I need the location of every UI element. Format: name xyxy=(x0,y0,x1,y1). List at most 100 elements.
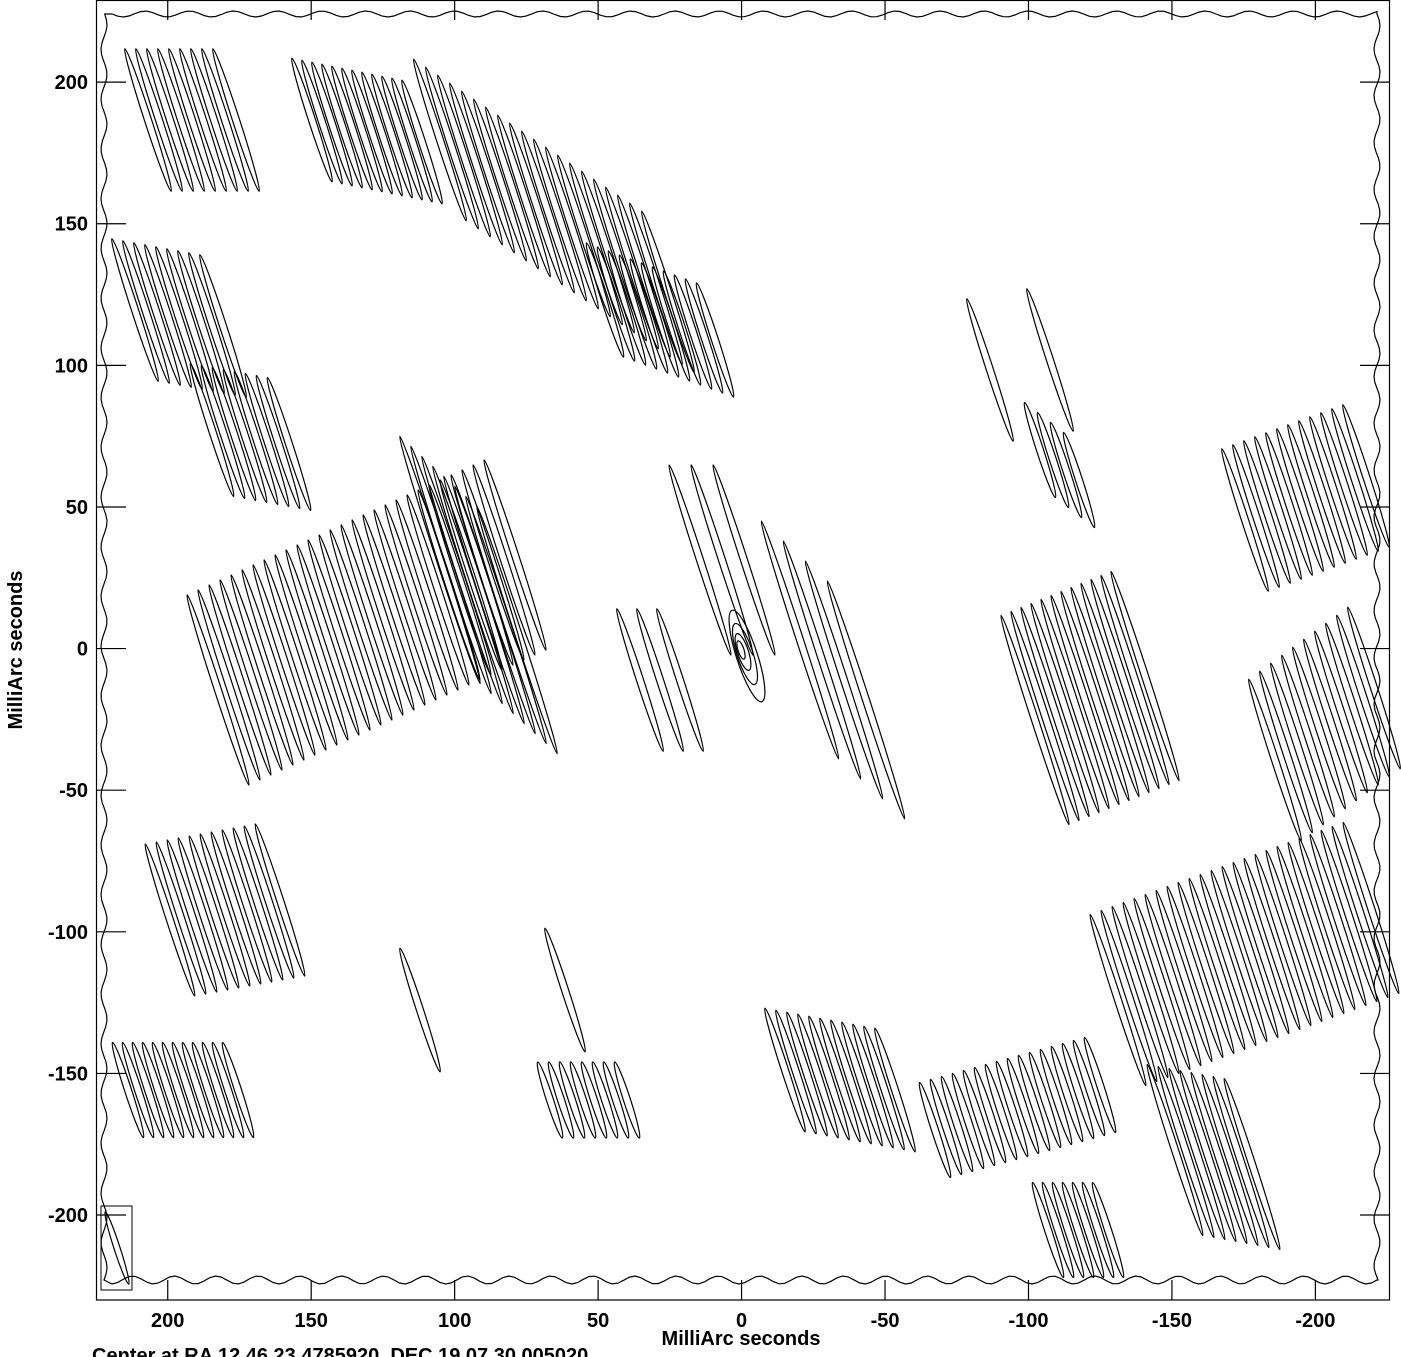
contour-line xyxy=(111,1041,145,1139)
contour-line xyxy=(1286,424,1336,568)
contour-line xyxy=(496,114,552,278)
contour-line xyxy=(244,372,290,508)
contour-line xyxy=(962,1069,996,1167)
contour-line xyxy=(121,240,171,384)
contour-line xyxy=(613,1061,641,1139)
contour-line xyxy=(362,514,426,706)
contour-line xyxy=(401,79,443,205)
contour-line xyxy=(1341,404,1391,548)
contour-line xyxy=(483,459,547,651)
contour-line xyxy=(615,608,665,752)
contour-line xyxy=(391,77,433,203)
contour-line xyxy=(1133,897,1191,1071)
contour-line xyxy=(155,841,207,995)
contour-line xyxy=(274,554,338,746)
contour-line xyxy=(361,71,403,197)
y-axis-label: MilliArc seconds xyxy=(5,571,27,730)
contour-line xyxy=(1247,678,1303,842)
contour-line xyxy=(591,1061,619,1139)
contour-line xyxy=(1221,865,1279,1039)
contour-line xyxy=(1111,905,1169,1079)
y-tick-label: 200 xyxy=(55,72,88,94)
contour-line xyxy=(381,75,423,201)
contour-line xyxy=(340,524,404,716)
contour-line xyxy=(797,1013,839,1139)
contour-line xyxy=(596,246,636,362)
contour-line xyxy=(1157,1065,1215,1239)
contour-line xyxy=(436,74,492,238)
contour-line xyxy=(569,1061,597,1139)
contour-line xyxy=(373,509,437,701)
contour-line xyxy=(134,48,184,192)
contour-line xyxy=(734,633,752,671)
contour-line xyxy=(461,469,525,661)
contour-line xyxy=(1242,440,1292,584)
contour-line xyxy=(198,254,248,398)
contour-line xyxy=(329,529,393,721)
y-tick-label: 100 xyxy=(55,355,88,377)
contour-line xyxy=(760,520,840,760)
contour-line xyxy=(629,258,669,374)
contour-line xyxy=(189,362,235,498)
contour-line xyxy=(1308,416,1358,560)
contour-line xyxy=(712,464,776,656)
contour-line xyxy=(121,1041,155,1139)
contour-line xyxy=(580,170,636,334)
contour-line xyxy=(1335,614,1391,778)
y-tick-label: 150 xyxy=(55,214,88,236)
contour-line xyxy=(695,282,735,398)
contour-line xyxy=(731,622,759,686)
contour-line xyxy=(210,831,262,985)
contour-line xyxy=(211,1041,245,1139)
contour-line xyxy=(460,90,516,254)
x-tick-label: -200 xyxy=(1295,1310,1335,1332)
contour-line xyxy=(1276,845,1334,1019)
contour-line xyxy=(221,1041,255,1139)
contour-line xyxy=(311,61,353,187)
contour-line xyxy=(132,242,182,386)
contour-line xyxy=(255,374,301,510)
contour-line xyxy=(1061,1042,1095,1140)
contour-line xyxy=(585,242,625,358)
contour-line xyxy=(775,1009,817,1135)
contour-line xyxy=(443,475,525,725)
contour-line xyxy=(151,1041,185,1139)
contour-line xyxy=(1177,881,1235,1055)
contour-line xyxy=(786,1011,828,1137)
contour-line xyxy=(1313,630,1369,794)
contour-line xyxy=(1071,1181,1105,1279)
contour-line xyxy=(230,574,294,766)
contour-line xyxy=(874,1027,916,1153)
contour-line xyxy=(1023,401,1057,499)
contour-line xyxy=(602,1061,630,1139)
contour-line xyxy=(301,59,343,185)
contour-line xyxy=(465,495,547,745)
contour-line xyxy=(1050,594,1120,806)
contour-line xyxy=(640,262,680,378)
contour-line xyxy=(1324,622,1380,786)
x-axis-label: MilliArc seconds xyxy=(662,1328,821,1350)
contour-line xyxy=(254,823,306,977)
contour-line xyxy=(189,48,239,192)
contour-line xyxy=(1253,436,1303,580)
contour-line xyxy=(1302,638,1358,802)
contour-line xyxy=(668,464,732,656)
contour-line xyxy=(782,540,862,780)
x-tick-label: 200 xyxy=(151,1310,184,1332)
contour-line xyxy=(211,366,257,502)
contour-line xyxy=(188,835,240,989)
contour-line xyxy=(1275,428,1325,572)
contour-line xyxy=(1080,582,1150,794)
x-tick-label: 0 xyxy=(736,1310,747,1332)
contour-line xyxy=(1100,909,1158,1083)
contour-line xyxy=(558,1061,586,1139)
contour-line xyxy=(940,1075,974,1173)
contour-line xyxy=(1287,841,1345,1015)
x-tick-label: 50 xyxy=(587,1310,609,1332)
contour-line xyxy=(1010,610,1080,822)
contour-line xyxy=(1188,877,1246,1051)
contour-line xyxy=(1050,1045,1084,1143)
contour-line xyxy=(1223,1077,1281,1251)
contour-line xyxy=(476,505,558,755)
contour-line xyxy=(321,63,363,189)
